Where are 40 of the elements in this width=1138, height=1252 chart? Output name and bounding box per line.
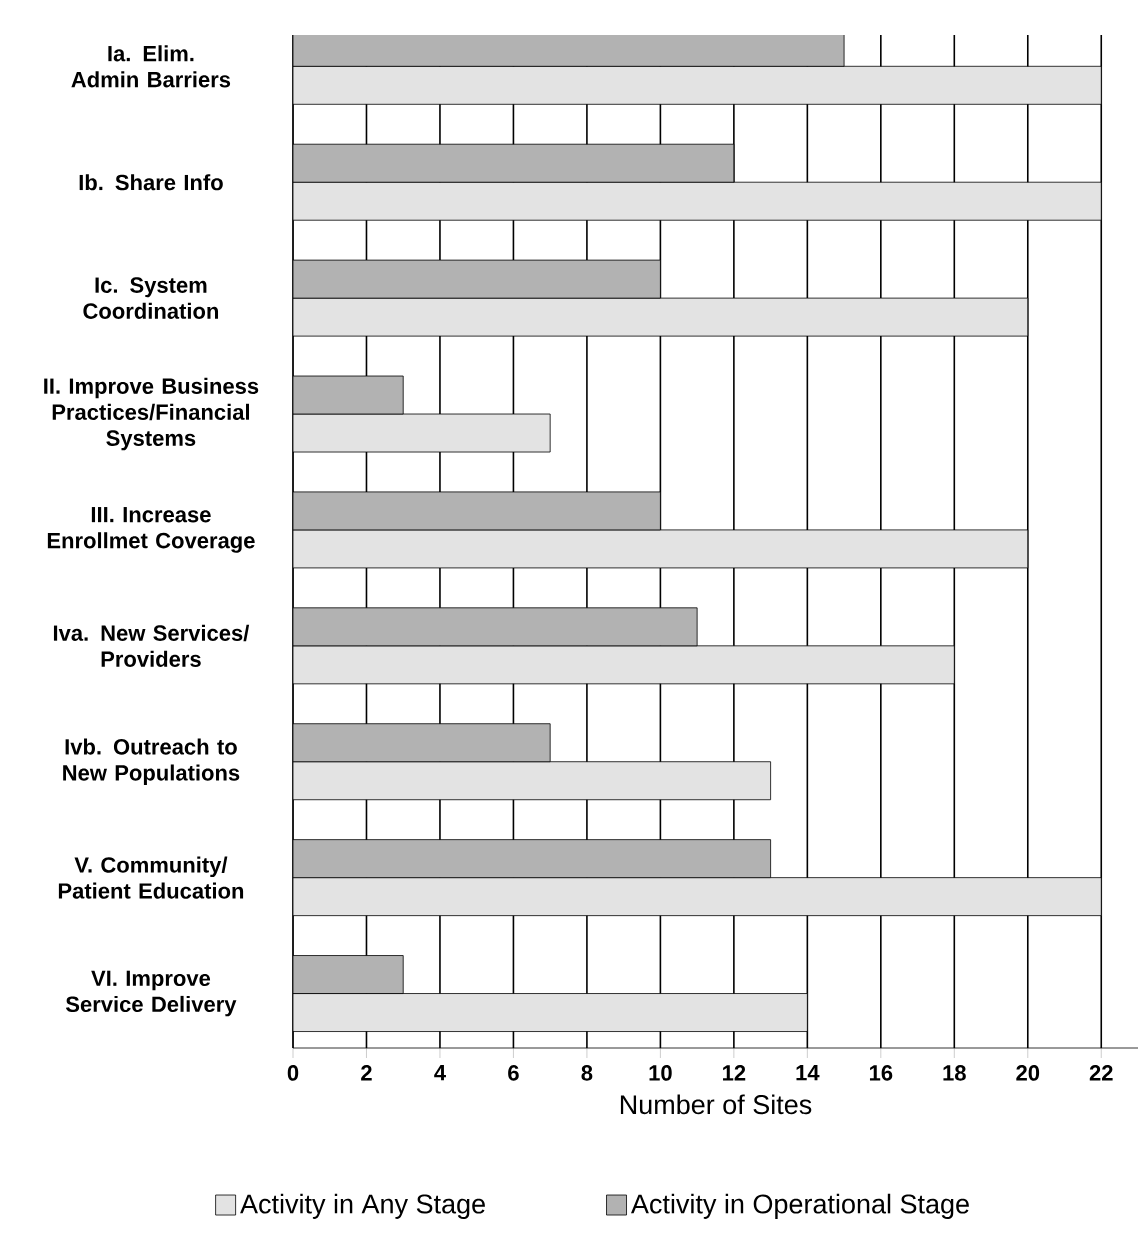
x-axis-title: Number of Sites <box>620 1094 812 1115</box>
bar <box>292 645 955 685</box>
bar <box>292 955 404 994</box>
legend-label: Activity in Operational Stage <box>630 1193 969 1219</box>
y-tick-label: Ib. Share Info <box>79 174 223 191</box>
x-tick-label: 10 <box>649 1065 672 1081</box>
bar <box>292 297 1028 337</box>
x-tick-label: 22 <box>1089 1065 1113 1081</box>
x-tick-label: 12 <box>722 1065 746 1081</box>
x-tick-label: 14 <box>796 1065 820 1081</box>
y-tick-label: V. Community/ Patient Education <box>58 856 243 899</box>
bar <box>292 607 698 647</box>
x-tick-label: 8 <box>581 1065 593 1081</box>
bar <box>292 529 1028 569</box>
bar <box>292 259 661 299</box>
x-tick-label: 2 <box>360 1065 372 1081</box>
x-tick-label: 16 <box>869 1065 893 1081</box>
y-tick-label: Ia. Elim. Admin Barriers <box>71 45 230 88</box>
legend-label: Activity in Any Stage <box>239 1193 485 1219</box>
bar <box>292 877 1102 917</box>
y-tick-label: Ic. System Coordination <box>83 277 218 319</box>
y-tick-label: Iva. New Services/ Providers <box>53 624 249 667</box>
x-tick-label: 18 <box>943 1065 966 1081</box>
bar <box>292 413 551 453</box>
bar <box>292 143 735 183</box>
bar <box>292 375 404 415</box>
bar <box>292 761 771 801</box>
y-tick-label: Ivb. Outreach to New Populations <box>62 738 240 785</box>
y-tick-label: VI. Improve Service Delivery <box>65 970 237 1017</box>
bar <box>292 723 551 763</box>
x-tick-label: 4 <box>434 1065 446 1081</box>
x-tick-label: 6 <box>507 1065 519 1081</box>
x-tick-label: 0 <box>287 1065 299 1081</box>
x-tick-label: 20 <box>1016 1065 1039 1081</box>
bar <box>292 839 771 879</box>
y-tick-label: III. Increase Enrollmet Coverage <box>47 507 255 553</box>
bar <box>292 491 661 531</box>
y-tick-label: II. Improve Business Practices/Financial Systems <box>44 377 259 451</box>
bar <box>292 181 1102 221</box>
bar <box>292 993 808 1032</box>
